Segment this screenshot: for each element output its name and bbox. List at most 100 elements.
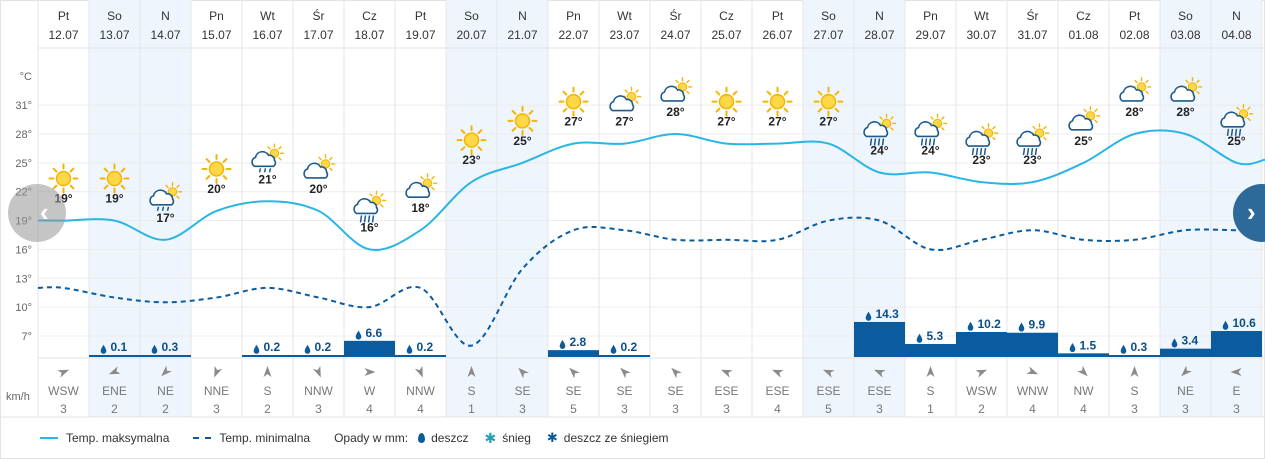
wind-speed-label: 3 xyxy=(213,402,220,416)
raindrop-icon xyxy=(304,344,311,354)
wind-speed-label: 4 xyxy=(1080,402,1087,416)
precip-value: 14.3 xyxy=(876,307,900,321)
wind-speed-label: 5 xyxy=(570,402,577,416)
sun-icon xyxy=(201,153,232,184)
weekday-label: N xyxy=(518,9,527,23)
y-tick-label: 16° xyxy=(15,244,32,256)
sun-icon xyxy=(762,86,793,117)
wind-direction-label: SE xyxy=(667,384,683,398)
weekday-label: Śr xyxy=(1027,8,1039,23)
raindrop-icon xyxy=(916,333,923,343)
weekend-band xyxy=(497,0,548,417)
precip-label: 10.6 xyxy=(1222,316,1256,330)
wind-speed-label: 4 xyxy=(774,402,781,416)
precip-label: 6.6 xyxy=(355,326,383,340)
max-temp-label: 24° xyxy=(870,143,888,157)
wind-direction-label: S xyxy=(1130,384,1138,398)
wind-direction-label: NNW xyxy=(406,384,435,398)
max-temp-label: 23° xyxy=(1023,153,1041,167)
date-label: 28.07 xyxy=(864,28,894,42)
wind-direction-label: ENE xyxy=(102,384,127,398)
legend-min-label: Temp. minimalna xyxy=(219,431,311,445)
date-label: 17.07 xyxy=(303,28,333,42)
precip-bar xyxy=(854,321,905,357)
date-label: 22.07 xyxy=(558,28,588,42)
wind-arrow-icon xyxy=(873,369,886,378)
weekday-label: Wt xyxy=(974,9,989,23)
wind-direction-label: S xyxy=(926,384,934,398)
max-temp-label: 28° xyxy=(1176,105,1194,119)
weekday-label: So xyxy=(821,9,836,23)
precip-bar xyxy=(956,332,1007,357)
weekday-label: Pt xyxy=(415,9,427,23)
date-label: 26.07 xyxy=(762,28,792,42)
wind-speed-label: 1 xyxy=(927,402,934,416)
max-temp-line xyxy=(37,129,1265,251)
date-label: 21.07 xyxy=(507,28,537,42)
prev-days-button[interactable]: ‹ xyxy=(8,184,66,242)
next-days-button[interactable]: › xyxy=(1233,184,1265,242)
wind-arrow-icon xyxy=(822,369,835,378)
wind-speed-label: 3 xyxy=(315,402,322,416)
legend-rain: deszcz xyxy=(418,431,468,445)
legend-mix-label: deszcz ze śniegiem xyxy=(563,431,669,445)
weekday-label: So xyxy=(464,9,479,23)
date-label: 12.07 xyxy=(48,28,78,42)
partly-cloudy-icon xyxy=(1170,77,1203,102)
partly-cloudy-rain-icon xyxy=(251,143,285,173)
wind-arrow-icon xyxy=(414,365,423,378)
max-temp-label: 24° xyxy=(921,143,939,157)
wind-direction-label: NE xyxy=(157,384,174,398)
precip-label: 1.5 xyxy=(1069,338,1097,353)
precip-label: 0.3 xyxy=(151,340,179,354)
legend-max: Temp. maksymalna xyxy=(40,431,169,445)
raindrop-icon xyxy=(100,344,107,354)
date-label: 20.07 xyxy=(456,28,486,42)
weekday-label: N xyxy=(875,9,884,23)
legend: Temp. maksymalna Temp. minimalna Opady w… xyxy=(0,423,1265,453)
weekday-label: So xyxy=(107,9,122,23)
weekday-label: Pn xyxy=(923,9,938,23)
max-temp-label: 16° xyxy=(360,220,378,234)
max-temp-label: 28° xyxy=(666,105,684,119)
weekday-label: Pn xyxy=(209,9,224,23)
wind-arrow-icon xyxy=(1181,365,1192,377)
legend-snow-label: śnieg xyxy=(502,431,531,445)
legend-max-label: Temp. maksymalna xyxy=(66,431,170,445)
max-temp-label: 25° xyxy=(1227,134,1245,148)
wind-direction-label: S xyxy=(467,384,475,398)
wind-direction-label: ESE xyxy=(816,384,840,398)
rain-snow-icon: ✱ xyxy=(546,430,558,445)
raindrop-icon xyxy=(1222,320,1229,330)
wind-arrow-icon xyxy=(975,369,988,378)
precip-value: 3.4 xyxy=(1182,334,1199,348)
precip-bar xyxy=(1160,348,1211,357)
wind-arrow-icon xyxy=(1230,368,1242,376)
raindrop-icon xyxy=(1120,344,1127,354)
precip-label: 3.4 xyxy=(1171,334,1199,348)
wind-arrow-icon xyxy=(364,368,376,376)
wind-direction-label: WSW xyxy=(966,384,997,398)
precip-label: 2.8 xyxy=(559,335,587,349)
wind-unit-label: km/h xyxy=(6,391,30,403)
partly-cloudy-icon xyxy=(609,86,642,112)
chevron-right-icon: › xyxy=(1247,197,1256,227)
raindrop-icon xyxy=(151,344,158,354)
wind-direction-label: SE xyxy=(514,384,530,398)
date-label: 03.08 xyxy=(1170,28,1200,42)
y-axis-unit: °C xyxy=(20,71,32,83)
precip-label: 0.2 xyxy=(406,340,434,354)
weekday-label: N xyxy=(161,9,170,23)
wind-speed-label: 2 xyxy=(111,402,118,416)
legend-min-swatch xyxy=(193,437,212,439)
wind-direction-label: W xyxy=(364,384,376,398)
max-temp-label: 21° xyxy=(258,172,276,186)
precip-bar xyxy=(1058,353,1109,357)
weekday-label: Wt xyxy=(260,9,275,23)
date-label: 15.07 xyxy=(201,28,231,42)
raindrop-icon xyxy=(1069,343,1076,353)
wind-speed-label: 3 xyxy=(672,402,679,416)
precip-label: 0.2 xyxy=(610,340,638,354)
max-temp-label: 27° xyxy=(717,115,735,129)
